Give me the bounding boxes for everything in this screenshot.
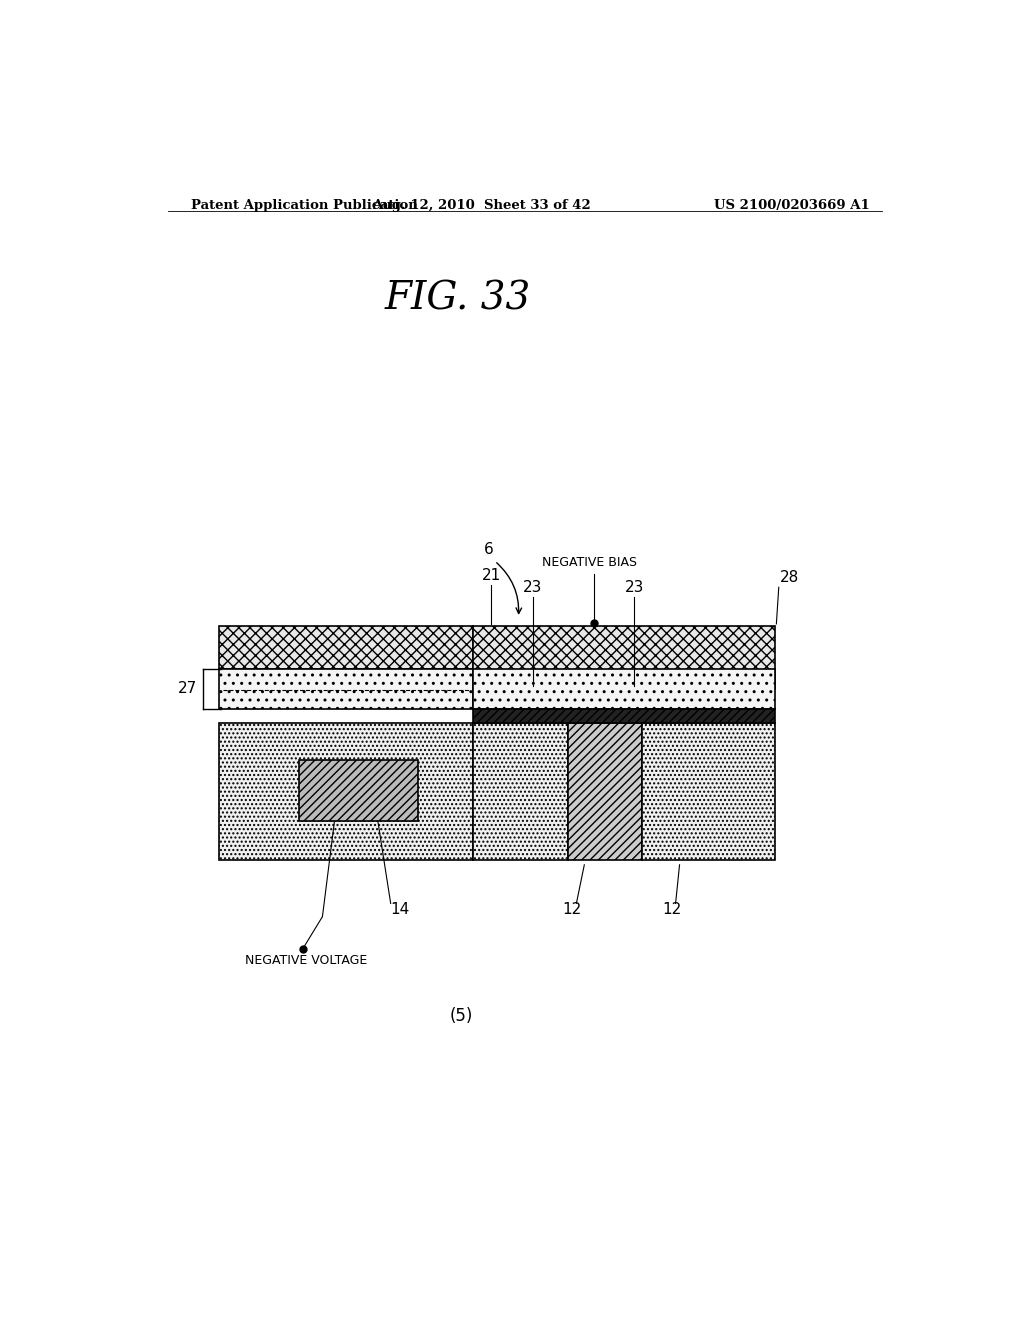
Bar <box>473 626 775 689</box>
Text: 28: 28 <box>780 570 800 585</box>
Text: FIG. 33: FIG. 33 <box>384 280 530 317</box>
Text: Aug. 12, 2010  Sheet 33 of 42: Aug. 12, 2010 Sheet 33 of 42 <box>372 199 591 213</box>
Bar <box>568 722 642 859</box>
Text: NEGATIVE VOLTAGE: NEGATIVE VOLTAGE <box>246 954 368 968</box>
Text: 27: 27 <box>178 681 197 697</box>
Text: Patent Application Publication: Patent Application Publication <box>191 199 418 213</box>
Bar <box>219 669 473 709</box>
Bar <box>473 709 775 722</box>
Text: 12: 12 <box>662 903 681 917</box>
Text: 23: 23 <box>523 581 543 595</box>
Bar <box>219 722 473 859</box>
Text: NEGATIVE BIAS: NEGATIVE BIAS <box>543 556 637 569</box>
Bar <box>299 760 418 821</box>
Text: 23: 23 <box>625 581 644 595</box>
Bar <box>642 722 775 859</box>
Bar <box>473 722 568 859</box>
Text: US 2100/0203669 A1: US 2100/0203669 A1 <box>715 199 870 213</box>
Text: (5): (5) <box>450 1007 473 1026</box>
Bar <box>219 626 473 669</box>
Text: 14: 14 <box>390 903 410 917</box>
Text: 6: 6 <box>484 541 494 557</box>
Text: 12: 12 <box>563 903 582 917</box>
Bar <box>473 669 775 709</box>
Text: 21: 21 <box>482 568 501 583</box>
